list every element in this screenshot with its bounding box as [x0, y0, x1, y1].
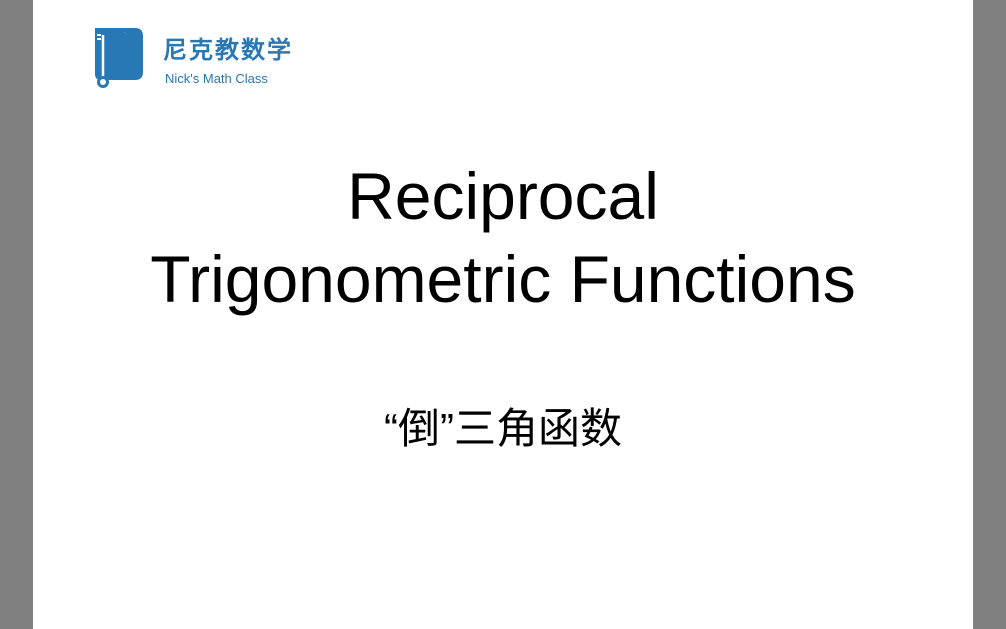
main-title: Reciprocal Trigonometric Functions — [33, 155, 973, 320]
book-logo-icon — [87, 24, 149, 92]
logo-text: 尼克教数学 Nick's Math Class — [163, 30, 293, 86]
logo-area: 尼克教数学 Nick's Math Class — [87, 24, 293, 92]
logo-subtitle: Nick's Math Class — [165, 71, 293, 86]
title-line-2: Trigonometric Functions — [33, 238, 973, 321]
subtitle: “倒”三角函数 — [33, 395, 973, 456]
slide: 尼克教数学 Nick's Math Class Reciprocal Trigo… — [33, 0, 973, 629]
title-line-1: Reciprocal — [33, 155, 973, 238]
logo-title: 尼克教数学 — [163, 30, 293, 65]
